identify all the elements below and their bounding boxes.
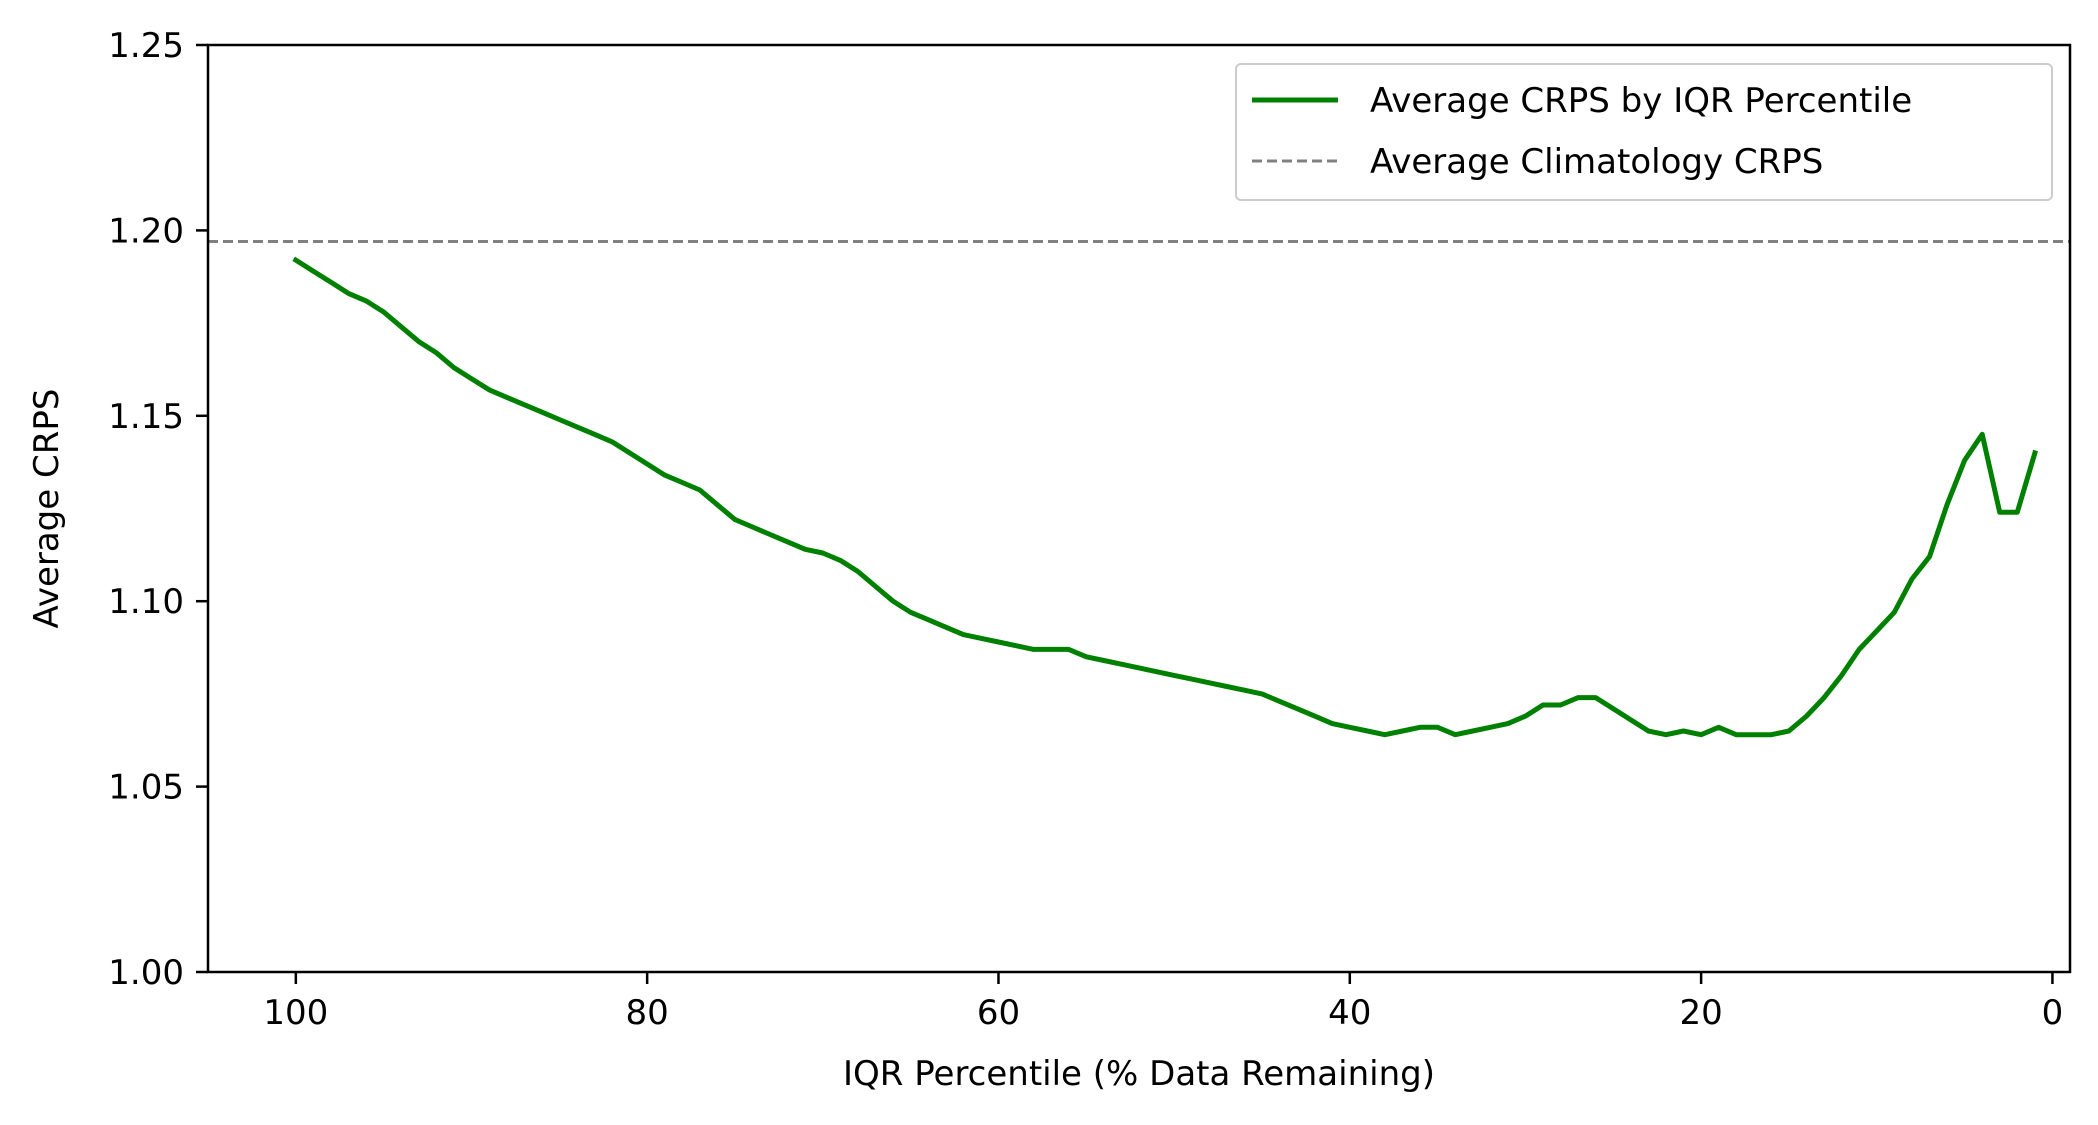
legend-label-crps: Average CRPS by IQR Percentile [1370, 81, 1912, 121]
crps-series-line [292, 256, 2039, 738]
x-axis-label: IQR Percentile (% Data Remaining) [843, 1054, 1435, 1094]
legend-box [1235, 63, 2053, 201]
x-tick-label: 100 [263, 993, 328, 1033]
y-tick-label: 1.25 [108, 26, 184, 66]
y-tick-label: 1.15 [108, 397, 184, 437]
x-tick-label: 80 [626, 993, 669, 1033]
y-tick-label: 1.20 [108, 211, 184, 251]
x-tick-label: 40 [1328, 993, 1371, 1033]
x-tick-label: 20 [1679, 993, 1722, 1033]
axes-frame [206, 43, 2072, 974]
x-tick-label: 0 [2042, 993, 2064, 1033]
axis-ticks: 100 80 60 40 20 0 1.00 1.05 1.10 1.15 1.20 1.25 [108, 26, 2063, 1033]
y-tick-label: 1.05 [108, 768, 184, 808]
y-tick-label: 1.00 [108, 953, 184, 993]
y-tick-label: 1.10 [108, 582, 184, 622]
plot-area [208, 240, 2070, 738]
legend-label-climatology: Average Climatology CRPS [1370, 142, 1823, 182]
legend: Average CRPS by IQR Percentile Average C… [1235, 63, 2053, 201]
y-axis-label: Average CRPS [27, 389, 67, 629]
x-tick-label: 60 [977, 993, 1020, 1033]
